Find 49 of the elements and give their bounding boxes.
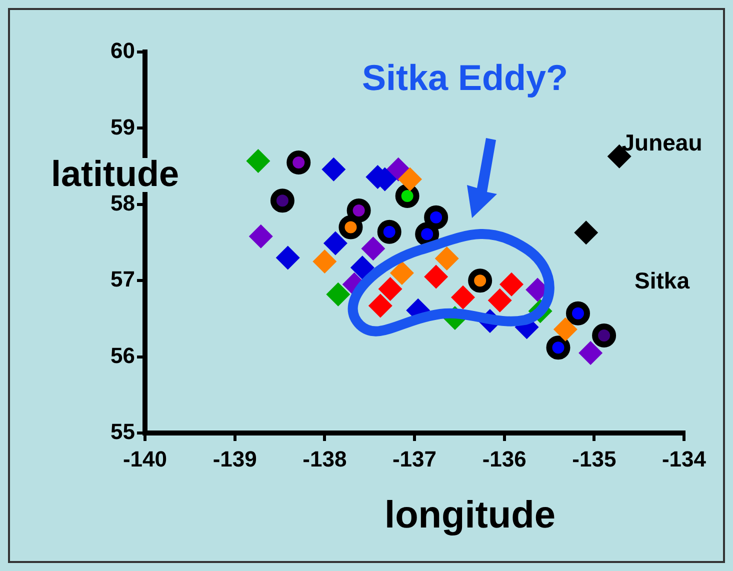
point bbox=[323, 231, 348, 256]
point bbox=[424, 264, 448, 289]
point bbox=[434, 246, 459, 270]
x-tick-label: -135 bbox=[572, 446, 616, 472]
point bbox=[546, 336, 570, 360]
annotation: Sitka bbox=[634, 267, 690, 294]
y-tick-label: 56 bbox=[110, 342, 135, 368]
point bbox=[553, 317, 578, 342]
point bbox=[326, 282, 350, 306]
x-tick-label: -136 bbox=[482, 446, 526, 472]
y-tick-label: 57 bbox=[110, 266, 135, 292]
point bbox=[368, 294, 392, 318]
point bbox=[270, 188, 294, 213]
point bbox=[574, 220, 598, 245]
point bbox=[361, 236, 386, 261]
x-tick-label: -134 bbox=[662, 446, 707, 472]
point bbox=[338, 215, 363, 240]
point bbox=[248, 224, 273, 248]
point bbox=[276, 246, 300, 270]
point bbox=[415, 222, 440, 246]
annotation: Sitka Eddy? bbox=[362, 56, 568, 98]
y-tick-label: 59 bbox=[110, 114, 135, 140]
x-tick-label: -137 bbox=[392, 446, 437, 472]
point bbox=[578, 340, 603, 365]
x-axis-title: longitude bbox=[384, 494, 556, 536]
y-tick-label: 60 bbox=[110, 38, 135, 64]
point bbox=[500, 272, 524, 296]
point bbox=[592, 323, 616, 348]
annotation: Juneau bbox=[622, 129, 702, 156]
y-tick-label: 55 bbox=[110, 419, 135, 444]
point bbox=[286, 150, 311, 174]
point bbox=[322, 157, 346, 182]
point bbox=[390, 260, 414, 285]
point bbox=[566, 301, 590, 326]
point bbox=[468, 268, 492, 293]
point bbox=[350, 256, 374, 280]
point bbox=[346, 198, 371, 222]
point bbox=[424, 205, 448, 230]
x-tick-label: -139 bbox=[212, 446, 257, 472]
point bbox=[312, 250, 337, 274]
point bbox=[378, 276, 402, 301]
point bbox=[488, 288, 512, 312]
point bbox=[246, 148, 270, 173]
x-tick-label: -138 bbox=[302, 446, 347, 472]
point bbox=[451, 285, 476, 310]
point bbox=[395, 184, 420, 208]
point bbox=[377, 220, 402, 244]
point bbox=[398, 167, 422, 192]
x-tick-label: -140 bbox=[122, 446, 168, 472]
